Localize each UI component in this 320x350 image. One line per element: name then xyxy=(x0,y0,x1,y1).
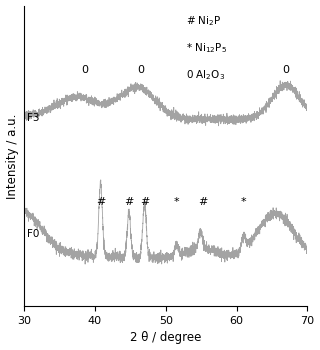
Text: * Ni$_{12}$P$_5$: * Ni$_{12}$P$_5$ xyxy=(186,42,227,55)
Text: *: * xyxy=(241,197,246,207)
Text: F3: F3 xyxy=(27,113,39,123)
Text: #: # xyxy=(140,197,149,207)
Text: F0: F0 xyxy=(27,229,39,239)
Text: 0: 0 xyxy=(283,65,290,75)
X-axis label: 2 θ / degree: 2 θ / degree xyxy=(130,331,201,344)
Text: #: # xyxy=(124,197,134,207)
Text: #: # xyxy=(198,197,207,207)
Text: 0 Al$_2$O$_3$: 0 Al$_2$O$_3$ xyxy=(186,69,225,83)
Text: 0: 0 xyxy=(138,65,144,75)
Text: # Ni$_2$P: # Ni$_2$P xyxy=(186,15,221,28)
Text: *: * xyxy=(173,197,179,207)
Text: 0: 0 xyxy=(81,65,88,75)
Y-axis label: Intensity / a.u.: Intensity / a.u. xyxy=(5,113,19,198)
Text: #: # xyxy=(96,197,105,207)
